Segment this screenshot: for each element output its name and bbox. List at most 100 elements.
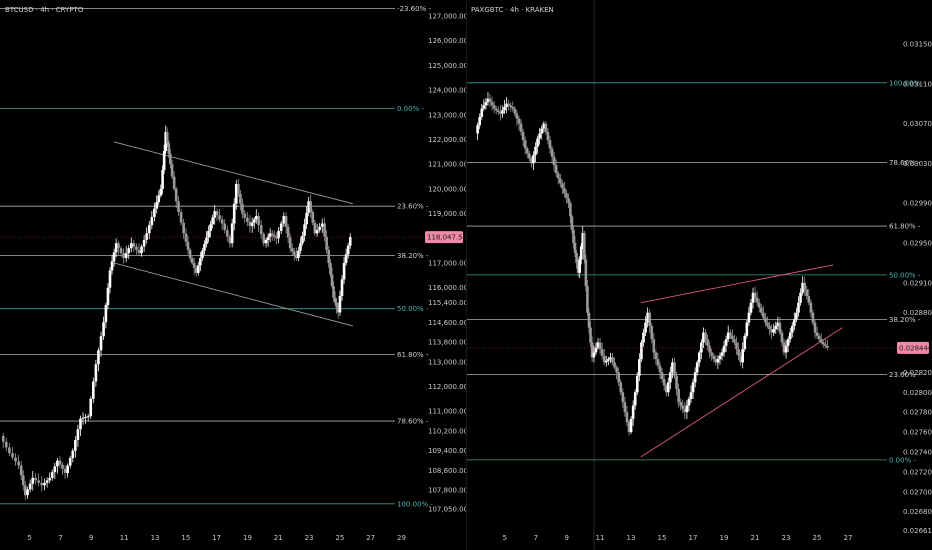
candle-body [615, 367, 618, 373]
candle-body [550, 148, 554, 157]
candle-body [735, 342, 738, 350]
candle-body [315, 230, 319, 234]
fib-level-label: 0.00% - [889, 456, 916, 464]
price-axis-tick: 126,000.00 [428, 37, 466, 45]
candle-body [683, 408, 687, 413]
fib-level-label: 78.60% - [397, 418, 429, 426]
candle-body [826, 346, 829, 348]
candle-body [596, 342, 600, 348]
fib-level-label: 61.80% - [397, 351, 429, 359]
candle-body [797, 302, 800, 313]
candle-body [239, 193, 242, 204]
candle-body [671, 362, 674, 373]
candle-body [799, 292, 802, 303]
candle-body [295, 254, 298, 259]
price-axis-tick: 107,800.00 [428, 487, 466, 495]
btcusd-chart[interactable]: BTCUSD · 4h · CRYPTO -23.60% - 0.00% - 23.… [0, 0, 466, 550]
candle-body [728, 332, 732, 336]
candle-body [576, 262, 580, 273]
time-axis-tick: 9 [89, 534, 93, 542]
time-axis-tick: 17 [689, 534, 698, 542]
candle-body [644, 322, 647, 333]
candle-body [581, 233, 585, 247]
price-axis-tick: 115,400.00 [428, 299, 466, 307]
candle-body [619, 382, 623, 393]
candle-body [546, 131, 550, 141]
candle-body [706, 339, 709, 346]
candle-body [170, 164, 174, 177]
candle-body [697, 352, 701, 363]
candle-body [17, 461, 20, 466]
candle-body [277, 230, 280, 239]
candle-body [662, 378, 666, 386]
candle-body [135, 246, 138, 250]
candle-body [669, 372, 672, 383]
candle-body [1, 435, 5, 442]
candle-body [687, 398, 691, 406]
candle-body [724, 339, 728, 346]
candle-body [718, 355, 722, 360]
candle-body [609, 357, 612, 360]
candle-body [658, 365, 662, 373]
candle-body [14, 457, 17, 462]
candle-body [530, 158, 533, 164]
candle-body [74, 440, 77, 451]
candle-body [776, 322, 780, 326]
paxgbtc-chart[interactable]: PAXGBTC · 4h · KRAKEN 100.00% - 78.60% - 6… [467, 0, 932, 550]
candle-body [11, 453, 14, 458]
candle-body [243, 213, 247, 218]
candle-body [110, 261, 114, 271]
candle-body [169, 153, 172, 165]
paxgbtc-chart-pane[interactable]: PAXGBTC · 4h · KRAKEN 100.00% - 78.60% - 6… [466, 0, 932, 550]
btcusd-chart-pane[interactable]: BTCUSD · 4h · CRYPTO -23.60% - 0.00% - 23.… [0, 0, 466, 550]
candle-body [476, 125, 479, 134]
candle-body [617, 372, 620, 383]
candle-body [336, 307, 340, 313]
candle-body [37, 480, 40, 483]
candle-body [607, 359, 610, 361]
time-axis-tick: 15 [658, 534, 667, 542]
time-axis-tick: 19 [720, 534, 729, 542]
candle-body [137, 249, 141, 254]
candle-body [63, 468, 67, 473]
candle-body [497, 110, 500, 112]
candle-body [102, 322, 105, 337]
candle-body [749, 302, 753, 313]
candle-body [215, 211, 219, 216]
candle-body [108, 270, 112, 288]
candle-body [739, 355, 742, 363]
candle-body [753, 292, 757, 298]
price-axis-tick: 110,200.00 [428, 427, 466, 435]
candle-body [515, 113, 519, 119]
price-axis-tick: 113,800.00 [428, 339, 466, 347]
candle-body [813, 322, 817, 333]
candle-body [84, 416, 87, 418]
time-axis-tick: 11 [596, 534, 605, 542]
candle-body [784, 345, 788, 353]
candle-body [338, 295, 342, 313]
candle-body [817, 335, 821, 340]
candle-body [505, 103, 508, 108]
candle-body [790, 325, 794, 333]
candle-body [61, 464, 64, 469]
candle-body [561, 183, 564, 189]
candle-body [348, 237, 352, 246]
candle-body [159, 188, 163, 196]
candle-body [318, 226, 321, 231]
candle-body [327, 249, 330, 263]
candle-body [282, 216, 286, 224]
candle-body [523, 140, 527, 149]
candle-body [320, 223, 324, 227]
candle-body [150, 216, 154, 226]
candle-body [234, 183, 238, 204]
candle-body [188, 249, 192, 259]
candle-body [297, 250, 300, 259]
candle-body [23, 485, 27, 496]
candle-body [480, 108, 484, 117]
candle-body [140, 246, 143, 254]
candle-body [252, 219, 256, 223]
candle-body [685, 405, 689, 413]
